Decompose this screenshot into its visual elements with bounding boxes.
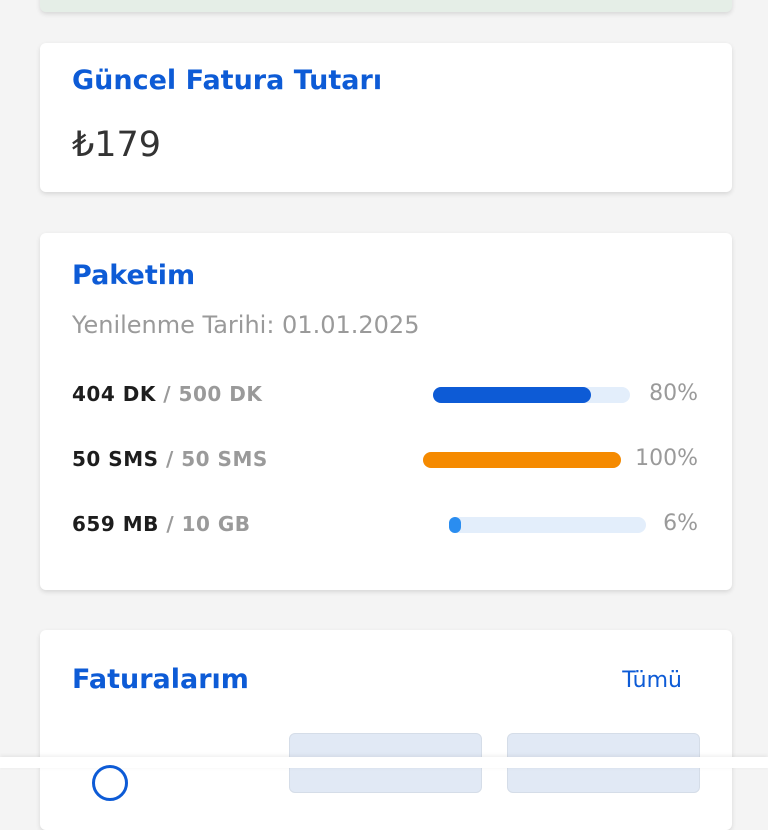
usage-percent: 6% [663,511,698,536]
usage-percent: 100% [635,446,698,471]
usage-percent: 80% [649,381,698,406]
see-all-link[interactable]: Tümü [622,668,682,693]
current-invoice-card[interactable]: Güncel Fatura Tutarı ₺179 [40,43,732,192]
top-card [40,0,732,12]
progress-bar [449,517,646,533]
package-card[interactable]: Paketim Yenilenme Tarihi: 01.01.2025 404… [40,233,732,590]
usage-total: / 10 GB [166,512,251,536]
invoice-title: Güncel Fatura Tutarı [72,65,383,96]
usage-row-data: 659 MB / 10 GB 6% [72,509,698,539]
nav-home-icon[interactable] [92,765,128,801]
usage-row-sms: 50 SMS / 50 SMS 100% [72,444,698,474]
invoice-amount: ₺179 [72,125,162,165]
usage-total: / 500 DK [163,382,263,406]
usage-used: 50 SMS [72,447,159,471]
package-title: Paketim [72,260,196,291]
usage-used: 659 MB [72,512,159,536]
invoices-title: Faturalarım [72,664,249,695]
usage-row-minutes: 404 DK / 500 DK 80% [72,379,698,409]
bottom-navigation [0,757,768,801]
progress-fill [449,517,461,533]
progress-fill [423,452,621,468]
usage-used: 404 DK [72,382,156,406]
progress-bar [423,452,621,468]
progress-fill [433,387,591,403]
progress-bar [433,387,630,403]
usage-total: / 50 SMS [165,447,268,471]
invoices-card: Faturalarım Tümü [40,630,732,830]
renewal-date: Yenilenme Tarihi: 01.01.2025 [72,311,420,339]
